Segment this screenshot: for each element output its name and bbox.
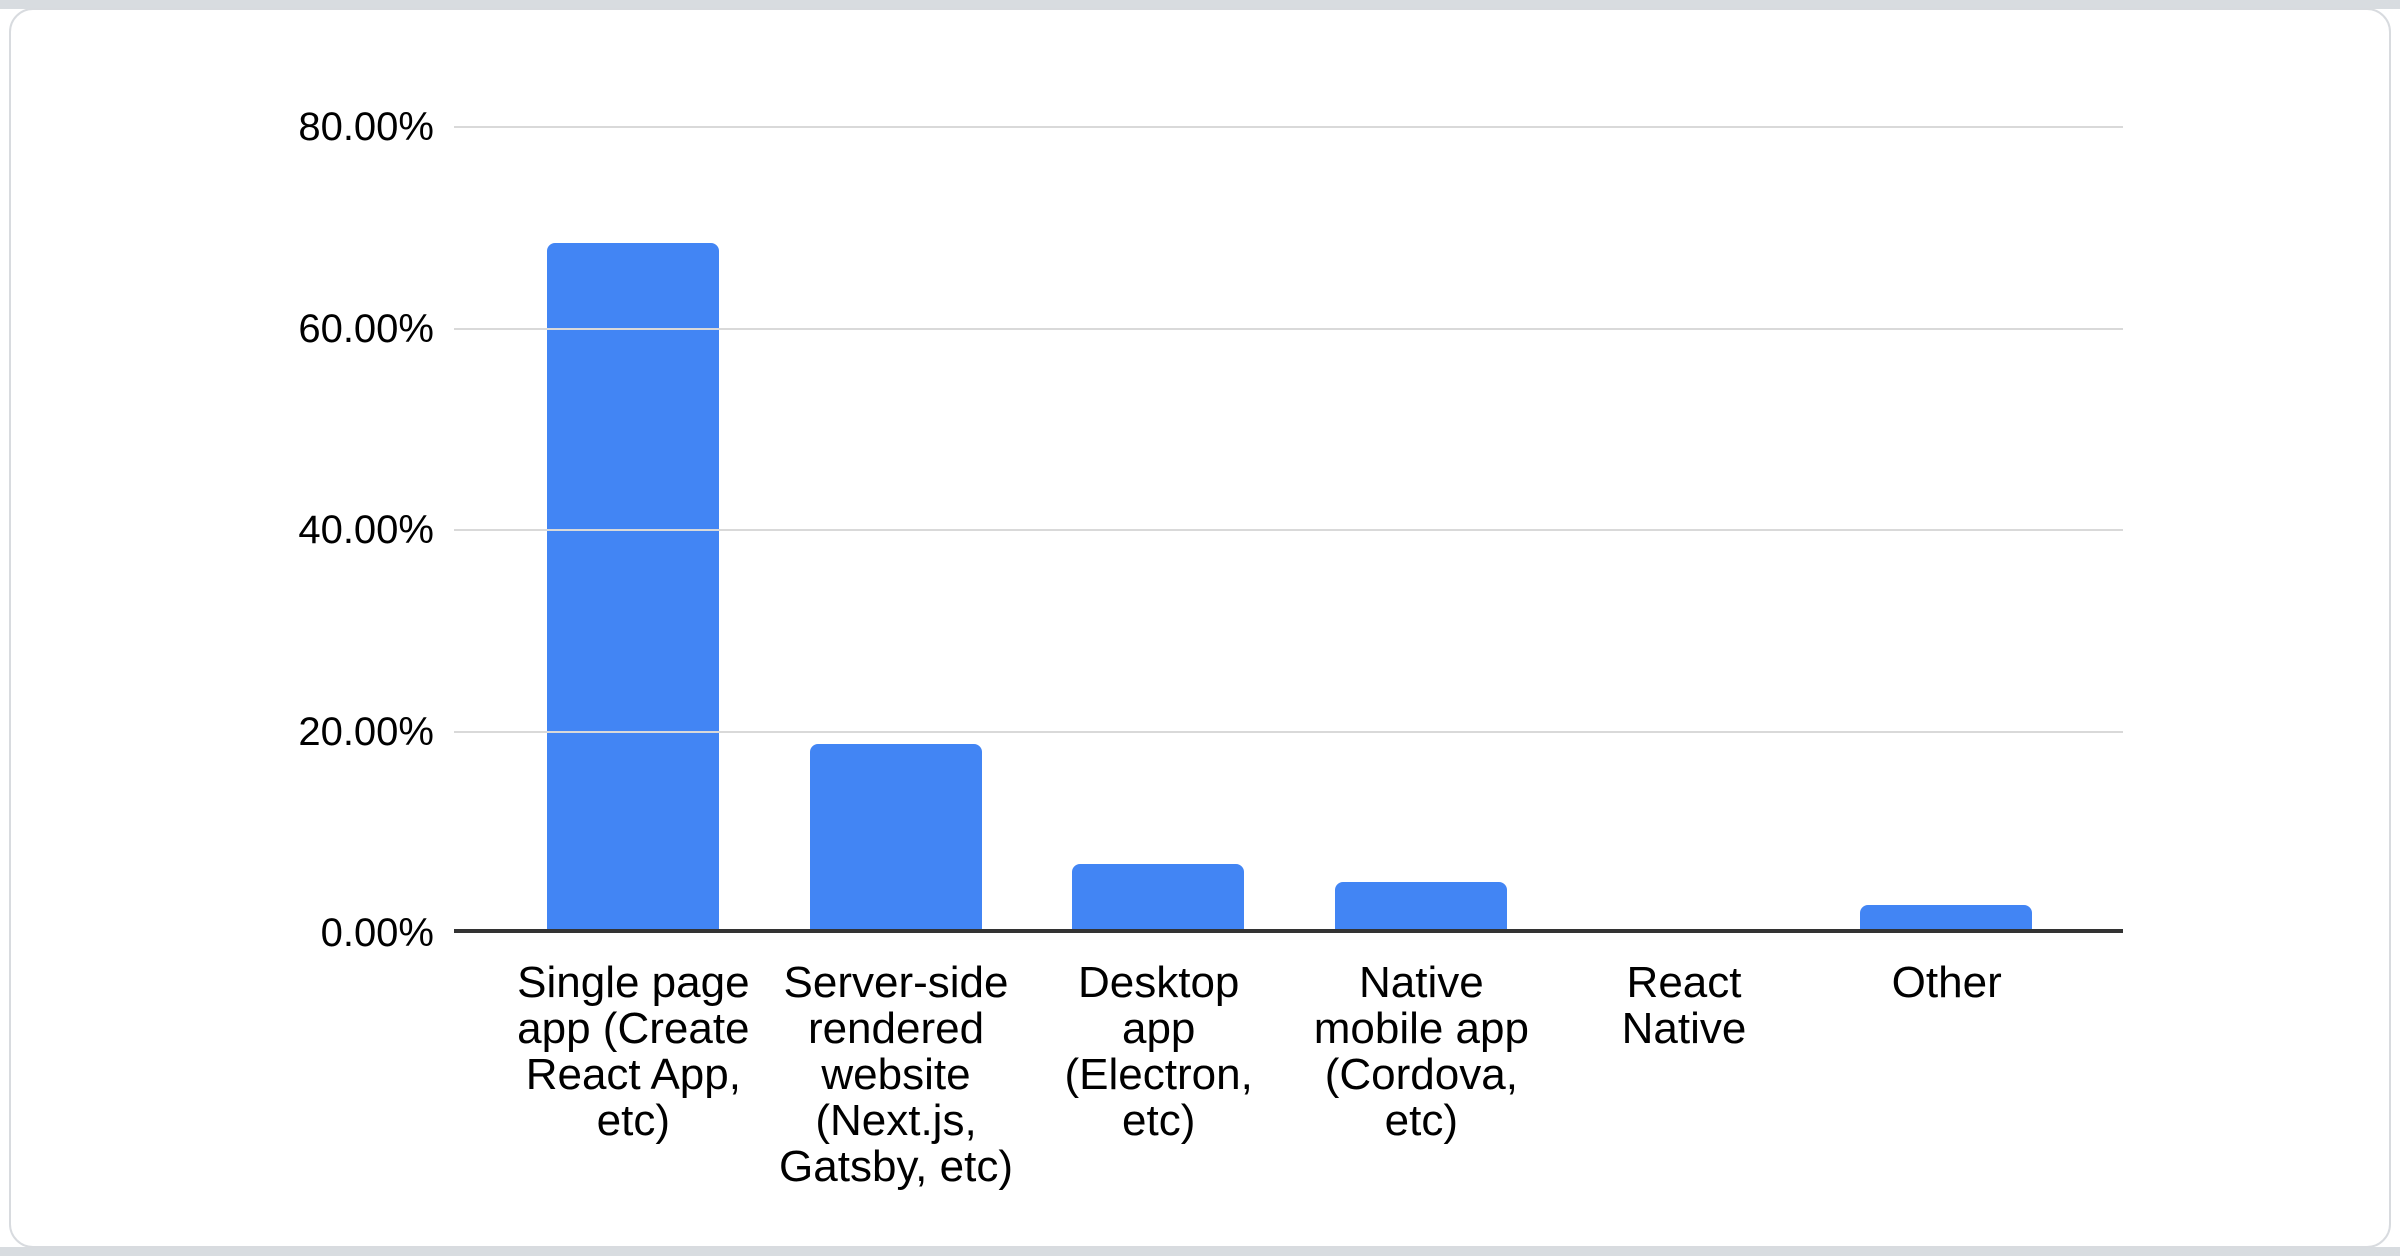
- y-axis-tick-label: 60.00%: [298, 306, 434, 351]
- x-axis-category-label: React Native: [1621, 958, 1747, 1053]
- gridline: [454, 529, 2123, 531]
- bars-row: [502, 127, 2077, 929]
- chart-card: 0.00% 20.00% 40.00% 60.00% 80.00% Single pag…: [9, 8, 2391, 1248]
- bar-slot: [1815, 127, 2078, 929]
- bar[interactable]: [809, 743, 982, 929]
- bar-slot: [1552, 127, 1815, 929]
- x-axis-category-label: Single page app (Create React App, etc): [517, 958, 750, 1145]
- y-axis-tick-label: 0.00%: [320, 911, 434, 955]
- gridline: [454, 730, 2123, 733]
- bar-slot: [502, 127, 765, 929]
- bar[interactable]: [1334, 881, 1507, 929]
- y-axis-tick-label: 20.00%: [298, 709, 434, 754]
- y-axis-tick-label: 40.00%: [298, 508, 434, 552]
- bar-slot: [1027, 127, 1290, 929]
- x-axis-category-label: Other: [1891, 958, 2002, 1007]
- x-axis-line: [454, 929, 2123, 933]
- x-axis-category-label: Server-side rendered website (Next.js, G…: [779, 958, 1013, 1191]
- bar[interactable]: [547, 243, 720, 929]
- gridline: [454, 327, 2123, 330]
- y-axis-tick-label: 80.00%: [298, 105, 434, 149]
- plot-area: 0.00% 20.00% 40.00% 60.00% 80.00%: [298, 105, 2123, 955]
- page-edge-bottom: [0, 1247, 2400, 1256]
- page-edge-top: [0, 0, 2400, 9]
- bar-slot: [1290, 127, 1553, 929]
- bar-slot: [765, 127, 1028, 929]
- x-axis-labels: Single page app (Create React App, etc) S…: [502, 960, 2078, 1190]
- x-axis-category-label: Native mobile app (Cordova, etc): [1313, 958, 1529, 1145]
- bar[interactable]: [1072, 863, 1245, 929]
- x-axis-category-label: Desktop app (Electron, etc): [1064, 958, 1253, 1145]
- gridline: [454, 126, 2123, 128]
- bar[interactable]: [1859, 904, 2032, 929]
